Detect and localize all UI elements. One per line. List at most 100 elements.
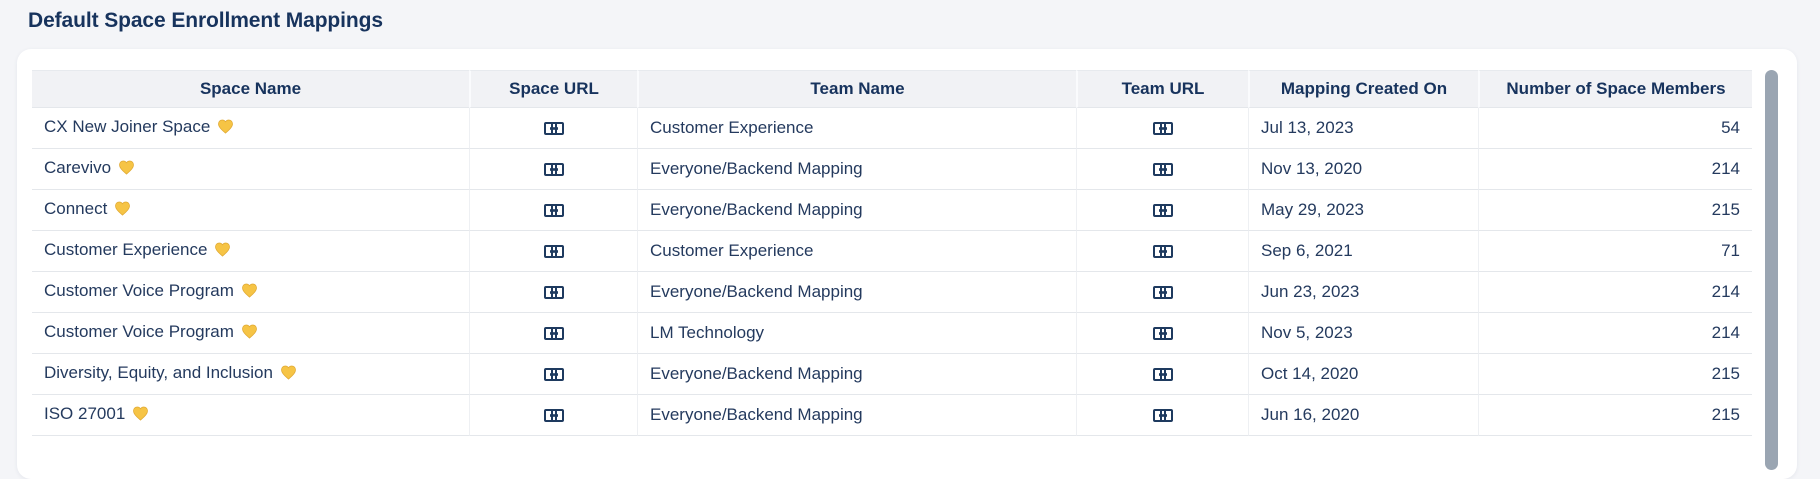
table-row: Customer Voice Program Everyone/Backend …	[32, 272, 1752, 313]
members-count: 215	[1711, 405, 1740, 424]
created-on-cell: May 29, 2023	[1248, 190, 1478, 231]
table-row: Diversity, Equity, and Inclusion Everyon…	[32, 354, 1752, 395]
table-row: Carevivo Everyone/Backend Mapping Nov 13…	[32, 149, 1752, 190]
space-url-cell	[469, 313, 637, 354]
space-name-cell: Diversity, Equity, and Inclusion	[32, 354, 469, 395]
space-name-text: CX New Joiner Space	[44, 117, 211, 136]
space-url-cell	[469, 272, 637, 313]
team-url-cell	[1076, 272, 1248, 313]
created-on-text: Nov 5, 2023	[1261, 323, 1353, 342]
team-url-link-icon[interactable]	[1152, 118, 1173, 137]
created-on-text: Jun 16, 2020	[1261, 405, 1360, 424]
members-cell: 215	[1478, 395, 1752, 436]
team-url-link-icon[interactable]	[1152, 282, 1173, 301]
space-name-text: ISO 27001	[44, 404, 126, 423]
created-on-text: May 29, 2023	[1261, 200, 1365, 219]
team-url-cell	[1076, 354, 1248, 395]
space-url-link-icon[interactable]	[543, 159, 564, 178]
team-name-cell: Everyone/Backend Mapping	[637, 272, 1076, 313]
members-count: 215	[1711, 364, 1740, 383]
team-url-link-icon[interactable]	[1152, 323, 1173, 342]
mappings-table: Space Name Space URL Team Name Team URL …	[32, 70, 1752, 436]
column-header-team-url: Team URL	[1076, 70, 1248, 108]
table-row: Customer Voice Program LM Technology Nov…	[32, 313, 1752, 354]
created-on-text: Nov 13, 2020	[1261, 159, 1363, 178]
team-name-cell: Customer Experience	[637, 108, 1076, 149]
created-on-text: Oct 14, 2020	[1261, 364, 1359, 383]
space-url-link-icon[interactable]	[543, 282, 564, 301]
column-header-number-of-space-members: Number of Space Members	[1478, 70, 1752, 108]
space-name-cell: Connect	[32, 190, 469, 231]
space-url-cell	[469, 231, 637, 272]
team-url-link-icon[interactable]	[1152, 364, 1173, 383]
team-name-cell: Customer Experience	[637, 231, 1076, 272]
team-name-cell: Everyone/Backend Mapping	[637, 395, 1076, 436]
space-url-link-icon[interactable]	[543, 405, 564, 424]
table-row: CX New Joiner Space Customer Experience …	[32, 108, 1752, 149]
space-name-cell: Customer Experience	[32, 231, 469, 272]
space-name-text: Carevivo	[44, 158, 112, 177]
space-name-text: Diversity, Equity, and Inclusion	[44, 363, 273, 382]
yellow-heart-emoji	[132, 406, 149, 426]
members-cell: 54	[1478, 108, 1752, 149]
team-name-text: Customer Experience	[650, 241, 814, 260]
space-name-cell: ISO 27001	[32, 395, 469, 436]
yellow-heart-emoji	[114, 201, 131, 221]
column-header-space-name: Space Name	[32, 70, 469, 108]
table-header-row: Space Name Space URL Team Name Team URL …	[32, 70, 1752, 108]
members-count: 71	[1721, 241, 1740, 260]
team-name-cell: Everyone/Backend Mapping	[637, 354, 1076, 395]
members-count: 54	[1721, 118, 1740, 137]
team-url-cell	[1076, 395, 1248, 436]
team-name-text: Everyone/Backend Mapping	[650, 364, 863, 383]
yellow-heart-emoji	[214, 242, 231, 262]
created-on-cell: Jul 13, 2023	[1248, 108, 1478, 149]
vertical-scrollbar[interactable]	[1765, 70, 1778, 470]
members-cell: 214	[1478, 149, 1752, 190]
yellow-heart-emoji	[241, 283, 258, 303]
created-on-cell: Jun 16, 2020	[1248, 395, 1478, 436]
space-url-cell	[469, 190, 637, 231]
team-name-text: Customer Experience	[650, 118, 814, 137]
yellow-heart-emoji	[217, 119, 234, 139]
space-name-cell: Customer Voice Program	[32, 313, 469, 354]
created-on-cell: Nov 5, 2023	[1248, 313, 1478, 354]
team-url-link-icon[interactable]	[1152, 159, 1173, 178]
team-name-text: Everyone/Backend Mapping	[650, 159, 863, 178]
space-url-link-icon[interactable]	[543, 323, 564, 342]
team-url-cell	[1076, 190, 1248, 231]
team-name-text: Everyone/Backend Mapping	[650, 282, 863, 301]
table-row: Customer Experience Customer Experience …	[32, 231, 1752, 272]
table-header: Space Name Space URL Team Name Team URL …	[32, 70, 1752, 108]
team-url-link-icon[interactable]	[1152, 200, 1173, 219]
space-url-cell	[469, 149, 637, 190]
created-on-text: Sep 6, 2021	[1261, 241, 1353, 260]
members-cell: 214	[1478, 272, 1752, 313]
space-name-cell: Customer Voice Program	[32, 272, 469, 313]
team-name-cell: LM Technology	[637, 313, 1076, 354]
created-on-cell: Oct 14, 2020	[1248, 354, 1478, 395]
space-url-cell	[469, 354, 637, 395]
space-name-cell: Carevivo	[32, 149, 469, 190]
created-on-cell: Nov 13, 2020	[1248, 149, 1478, 190]
team-name-text: Everyone/Backend Mapping	[650, 405, 863, 424]
members-count: 214	[1711, 282, 1740, 301]
column-header-mapping-created-on: Mapping Created On	[1248, 70, 1478, 108]
column-header-space-url: Space URL	[469, 70, 637, 108]
space-url-link-icon[interactable]	[543, 118, 564, 137]
yellow-heart-emoji	[280, 365, 297, 385]
space-url-link-icon[interactable]	[543, 364, 564, 383]
team-url-link-icon[interactable]	[1152, 405, 1173, 424]
team-url-cell	[1076, 313, 1248, 354]
team-name-cell: Everyone/Backend Mapping	[637, 149, 1076, 190]
table-row: Connect Everyone/Backend Mapping May 29,…	[32, 190, 1752, 231]
team-url-cell	[1076, 149, 1248, 190]
space-url-link-icon[interactable]	[543, 200, 564, 219]
space-name-text: Customer Voice Program	[44, 281, 234, 300]
team-name-text: Everyone/Backend Mapping	[650, 200, 863, 219]
space-url-link-icon[interactable]	[543, 241, 564, 260]
team-name-cell: Everyone/Backend Mapping	[637, 190, 1076, 231]
members-count: 215	[1711, 200, 1740, 219]
column-header-team-name: Team Name	[637, 70, 1076, 108]
team-url-link-icon[interactable]	[1152, 241, 1173, 260]
